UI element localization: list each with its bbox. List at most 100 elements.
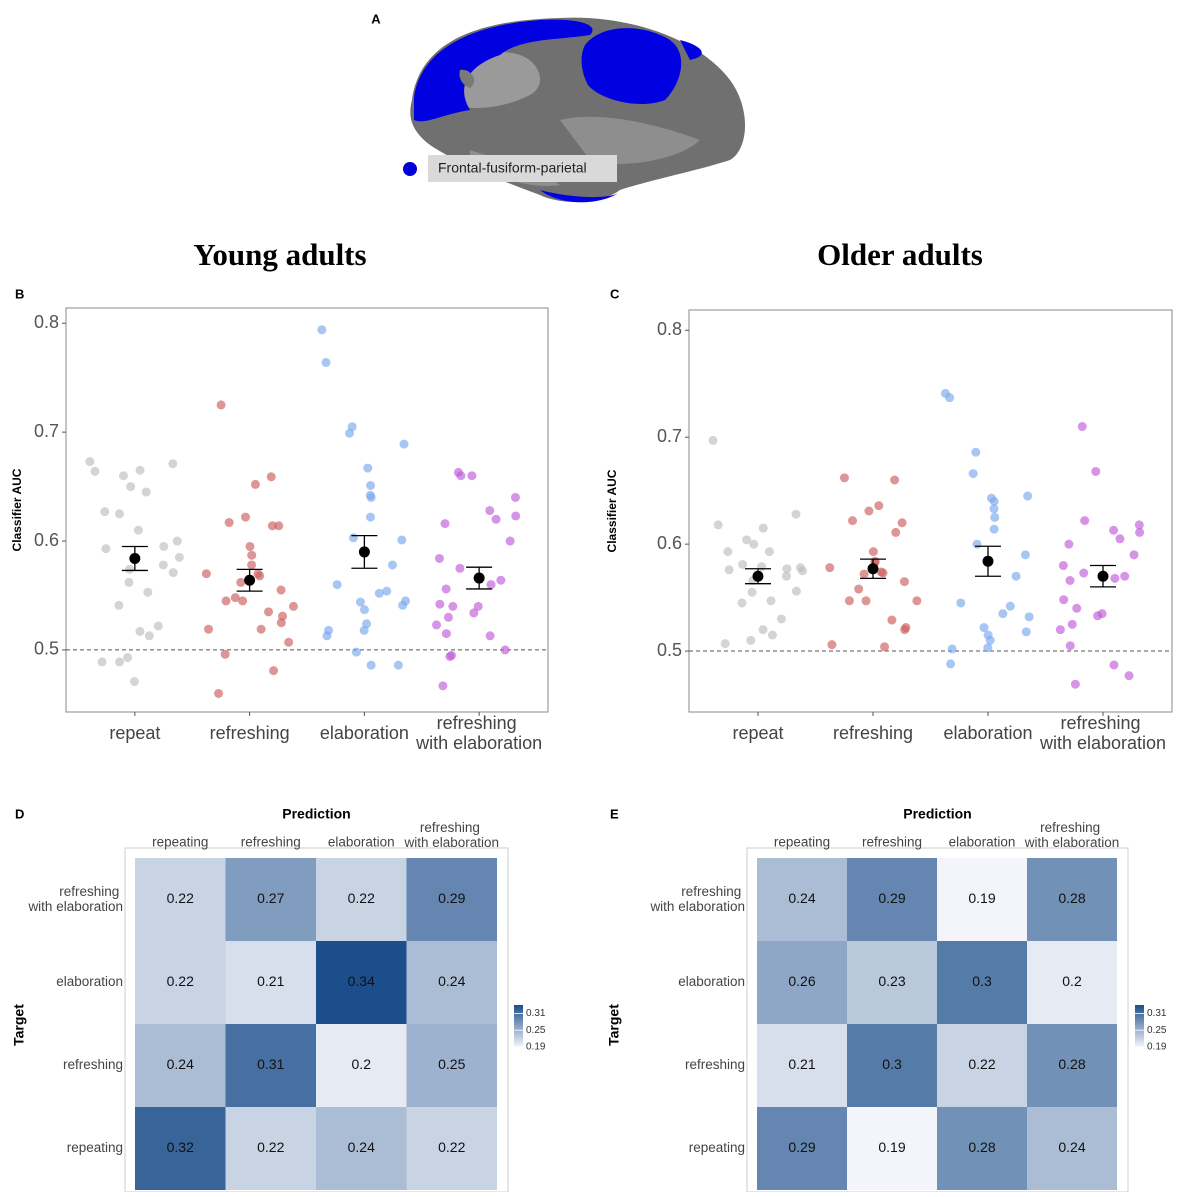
data-point <box>1130 550 1139 559</box>
data-point <box>175 553 184 562</box>
cell-label: 0.23 <box>878 973 905 989</box>
x-tick-label: repeat <box>732 723 783 743</box>
data-point <box>257 625 266 634</box>
data-point <box>825 563 834 572</box>
data-point <box>768 631 777 640</box>
data-point <box>134 526 143 535</box>
data-point <box>154 621 163 630</box>
x-category: refreshing <box>241 835 301 850</box>
data-point <box>221 650 230 659</box>
data-point <box>1023 492 1032 501</box>
mean-point <box>868 563 879 574</box>
data-point <box>714 520 723 529</box>
data-point <box>890 475 899 484</box>
data-point <box>1093 611 1102 620</box>
group-title: Young adults <box>193 237 366 272</box>
panel-letter: D <box>15 806 24 821</box>
data-point <box>765 547 774 556</box>
data-point <box>394 661 403 670</box>
data-point <box>366 481 375 490</box>
legend-swatch <box>403 162 417 176</box>
data-point <box>1110 574 1119 583</box>
data-point <box>241 513 250 522</box>
data-point <box>791 510 800 519</box>
panel-letter: A <box>371 11 381 26</box>
data-point <box>85 457 94 466</box>
cell-label: 0.28 <box>968 1139 995 1155</box>
data-point <box>388 560 397 569</box>
data-point <box>284 638 293 647</box>
y-tick-label: 0.5 <box>657 640 682 660</box>
data-point <box>874 501 883 510</box>
cell-label: 0.3 <box>882 1056 902 1072</box>
data-point <box>1109 526 1118 535</box>
data-point <box>441 519 450 528</box>
colorbar <box>1135 1005 1144 1047</box>
cell-label: 0.26 <box>788 973 815 989</box>
x-tick-label: refreshing with elaboration <box>1039 713 1166 753</box>
x-axis-title: Prediction <box>903 806 971 822</box>
data-point <box>840 473 849 482</box>
colorbar-label: 0.19 <box>1147 1042 1167 1053</box>
data-point <box>887 616 896 625</box>
data-point <box>777 614 786 623</box>
data-point <box>891 528 900 537</box>
x-category: refreshing with elaboration <box>1024 820 1120 850</box>
data-point <box>869 547 878 556</box>
y-tick-label: 0.8 <box>657 319 682 339</box>
x-category: elaboration <box>328 835 395 850</box>
colorbar-label: 0.31 <box>1147 1008 1167 1019</box>
data-point <box>827 640 836 649</box>
data-point <box>1025 612 1034 621</box>
data-point <box>492 515 501 524</box>
data-point <box>268 521 277 530</box>
data-point <box>898 518 907 527</box>
data-point <box>217 400 226 409</box>
data-point <box>971 448 980 457</box>
data-point <box>956 598 965 607</box>
y-category: refreshing <box>63 1057 123 1072</box>
data-point <box>501 645 510 654</box>
cell-label: 0.24 <box>438 973 465 989</box>
data-point <box>445 652 454 661</box>
x-category: repeating <box>152 835 208 850</box>
data-point <box>511 511 520 520</box>
data-point <box>721 639 730 648</box>
data-point <box>204 625 213 634</box>
data-point <box>749 540 758 549</box>
data-point <box>1064 540 1073 549</box>
data-point <box>115 509 124 518</box>
data-point <box>486 631 495 640</box>
data-point <box>345 429 354 438</box>
data-point <box>738 598 747 607</box>
data-point <box>247 560 256 569</box>
data-point <box>444 613 453 622</box>
cell-label: 0.29 <box>788 1139 815 1155</box>
data-point <box>289 602 298 611</box>
x-tick-label: elaboration <box>943 723 1032 743</box>
data-point <box>247 551 256 560</box>
mean-point <box>359 546 370 557</box>
x-tick-label: repeat <box>109 723 160 743</box>
data-point <box>945 393 954 402</box>
data-point <box>748 588 757 597</box>
cell-label: 0.29 <box>878 890 905 906</box>
data-point <box>1059 595 1068 604</box>
data-point <box>225 518 234 527</box>
data-point <box>124 578 133 587</box>
data-point <box>1120 572 1129 581</box>
mean-point <box>1098 571 1109 582</box>
data-point <box>435 600 444 609</box>
cell-label: 0.34 <box>348 973 375 989</box>
data-point <box>1078 422 1087 431</box>
data-point <box>455 564 464 573</box>
data-point <box>115 657 124 666</box>
data-point <box>1125 671 1134 680</box>
data-point <box>1072 604 1081 613</box>
cell-label: 0.31 <box>257 1056 284 1072</box>
data-point <box>236 578 245 587</box>
plot-frame <box>689 310 1172 712</box>
data-point <box>435 554 444 563</box>
data-point <box>375 589 384 598</box>
data-point <box>448 602 457 611</box>
